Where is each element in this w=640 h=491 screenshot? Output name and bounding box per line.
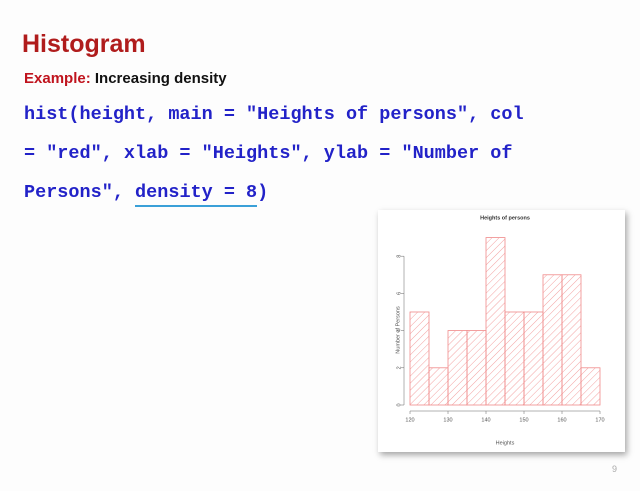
page-number: 9 bbox=[612, 464, 618, 474]
bar bbox=[466, 330, 487, 406]
bar bbox=[561, 274, 582, 406]
example-label: Example: bbox=[24, 70, 91, 87]
y-tick-label: 8 bbox=[396, 255, 402, 258]
chart-title: Heights of persons bbox=[480, 215, 530, 221]
x-tick-label: 170 bbox=[595, 417, 604, 423]
chart: Heights of persons Heights Number of Per… bbox=[378, 210, 625, 452]
example-text: Increasing density bbox=[94, 70, 227, 87]
example: Example: Increasing density bbox=[24, 70, 227, 87]
x-tick-label: 120 bbox=[405, 417, 414, 423]
x-tick-label: 130 bbox=[443, 417, 452, 423]
bar bbox=[485, 237, 506, 406]
code-part: Persons", bbox=[24, 182, 136, 203]
x-tick-label: 160 bbox=[557, 417, 566, 423]
bar bbox=[428, 367, 449, 406]
x-tick-label: 150 bbox=[519, 417, 528, 423]
code-line: Persons", density = 8) bbox=[24, 182, 269, 207]
code-highlight: density = 8 bbox=[135, 182, 258, 207]
code-part: ) bbox=[257, 182, 269, 203]
y-axis-label: Number of Persons bbox=[395, 306, 401, 354]
y-tick-label: 4 bbox=[396, 329, 402, 332]
y-tick-label: 6 bbox=[396, 292, 402, 295]
bar bbox=[447, 330, 468, 406]
y-tick-label: 0 bbox=[396, 403, 402, 406]
x-tick-label: 140 bbox=[481, 417, 490, 423]
bar bbox=[409, 311, 430, 406]
bar bbox=[504, 311, 525, 406]
slide-title: Histogram bbox=[22, 30, 146, 58]
y-tick-label: 2 bbox=[396, 366, 402, 369]
code-line: hist(height, main = "Heights of persons"… bbox=[24, 104, 524, 125]
bar bbox=[523, 311, 544, 406]
code-line: = "red", xlab = "Heights", ylab = "Numbe… bbox=[24, 143, 513, 164]
bar bbox=[580, 367, 601, 406]
bar bbox=[542, 274, 563, 406]
x-axis-label: Heights bbox=[496, 440, 515, 446]
